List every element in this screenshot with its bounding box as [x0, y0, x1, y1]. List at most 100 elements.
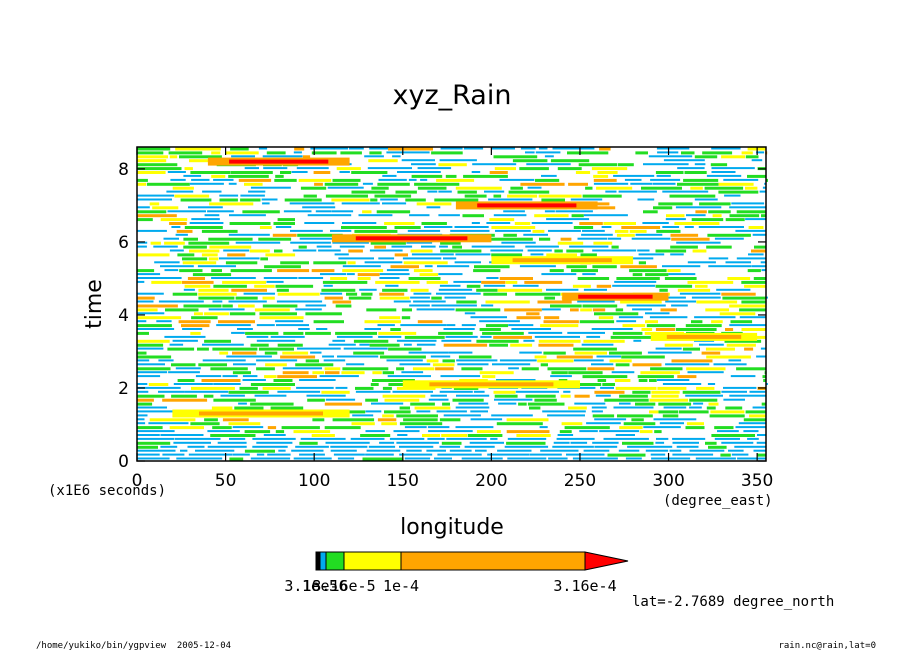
colorbar-segment [319, 551, 327, 571]
rain-streak [183, 237, 198, 241]
rain-streak [627, 445, 673, 448]
rain-streak [359, 288, 377, 291]
rain-streak [493, 390, 516, 394]
rain-streak [643, 426, 681, 429]
rain-streak [488, 198, 533, 201]
colorbar-segment [315, 551, 321, 571]
rain-streak [526, 163, 571, 166]
rain-streak [195, 449, 235, 452]
rain-streak [324, 426, 361, 430]
rain-streak [534, 214, 569, 218]
rain-streak [751, 249, 766, 253]
rain-streak [293, 430, 331, 434]
rain-streak [137, 273, 161, 276]
rain-streak [581, 233, 613, 236]
rain-streak [721, 390, 747, 393]
rain-streak [507, 457, 547, 460]
rain-streak [592, 308, 606, 312]
rain-streak [148, 422, 189, 425]
rain-streak [547, 414, 585, 417]
rain-streak [293, 151, 302, 154]
rain-streak [357, 273, 380, 277]
rain-streak [353, 339, 389, 343]
rain-streak [706, 245, 732, 249]
rain-streak [163, 237, 179, 240]
rain-streak [174, 194, 210, 198]
rain-streak [684, 171, 707, 174]
rain-streak [194, 312, 203, 316]
rain-streak [620, 265, 657, 269]
rain-streak [391, 245, 413, 248]
lat-annotation: lat=-2.7689 degree_north [632, 594, 834, 610]
rain-streak [632, 363, 662, 367]
rain-streak [494, 398, 533, 401]
rain-streak [723, 178, 759, 181]
rain-streak [263, 434, 286, 436]
rain-streak [242, 210, 280, 214]
rain-streak [655, 249, 687, 253]
rain-streak [662, 265, 701, 268]
rain-streak [382, 202, 407, 205]
rain-band-core [512, 258, 612, 263]
rain-streak [325, 441, 370, 444]
colorbar-segment [343, 551, 402, 571]
rain-streak [722, 296, 766, 300]
x-units-label: (degree_east) [663, 493, 773, 509]
rain-streak [489, 171, 508, 174]
rain-streak [348, 249, 363, 253]
rain-streak [609, 351, 642, 355]
rain-streak [741, 151, 753, 155]
rain-streak [209, 245, 252, 249]
rain-streak [396, 367, 405, 371]
rain-streak [280, 261, 309, 265]
rain-streak [277, 292, 320, 296]
rain-streak [277, 269, 310, 273]
rain-streak [493, 155, 538, 159]
rain-streak [346, 273, 355, 276]
rain-streak [662, 226, 680, 228]
rain-streak [693, 402, 704, 405]
rain-band-core [229, 159, 329, 164]
rain-streak [484, 190, 505, 193]
rain-streak [753, 277, 766, 280]
rain-streak [312, 371, 325, 375]
rain-streak [485, 300, 530, 304]
rain-streak [175, 367, 201, 370]
rain-streak [676, 445, 699, 448]
rain-streak [721, 441, 754, 444]
rain-streak [482, 331, 524, 335]
rain-streak [583, 449, 610, 452]
rain-streak [754, 245, 766, 249]
rain-streak [473, 269, 501, 273]
rain-streak [637, 198, 655, 201]
rain-streak [332, 241, 369, 244]
rain-streak [376, 210, 411, 214]
rain-streak [273, 379, 293, 382]
rain-streak [662, 414, 679, 418]
rain-streak [137, 339, 170, 343]
rain-streak [650, 367, 683, 371]
rain-streak [258, 237, 292, 241]
rain-streak [274, 178, 297, 182]
rain-streak [527, 402, 565, 406]
rain-streak [184, 226, 223, 229]
rain-streak [476, 339, 519, 343]
rain-streak [331, 198, 370, 202]
rain-streak [324, 182, 359, 186]
rain-streak [573, 226, 594, 229]
rain-streak [632, 308, 652, 311]
footer-left: /home/yukiko/bin/ygpview 2005-12-04 [36, 641, 232, 651]
x-ticks: 0 50 100 150 200 250 300 350 [132, 147, 773, 491]
rain-streak [189, 222, 224, 224]
rain-streak [705, 441, 717, 445]
rain-streak [602, 383, 615, 386]
rain-streak [747, 269, 761, 273]
rain-streak [638, 379, 648, 382]
rain-streak [260, 257, 268, 261]
rain-streak [263, 277, 298, 279]
rain-streak [175, 147, 221, 151]
rain-streak [696, 300, 738, 304]
rain-streak [364, 328, 381, 330]
rain-streak [313, 261, 347, 265]
rain-streak [219, 194, 239, 197]
